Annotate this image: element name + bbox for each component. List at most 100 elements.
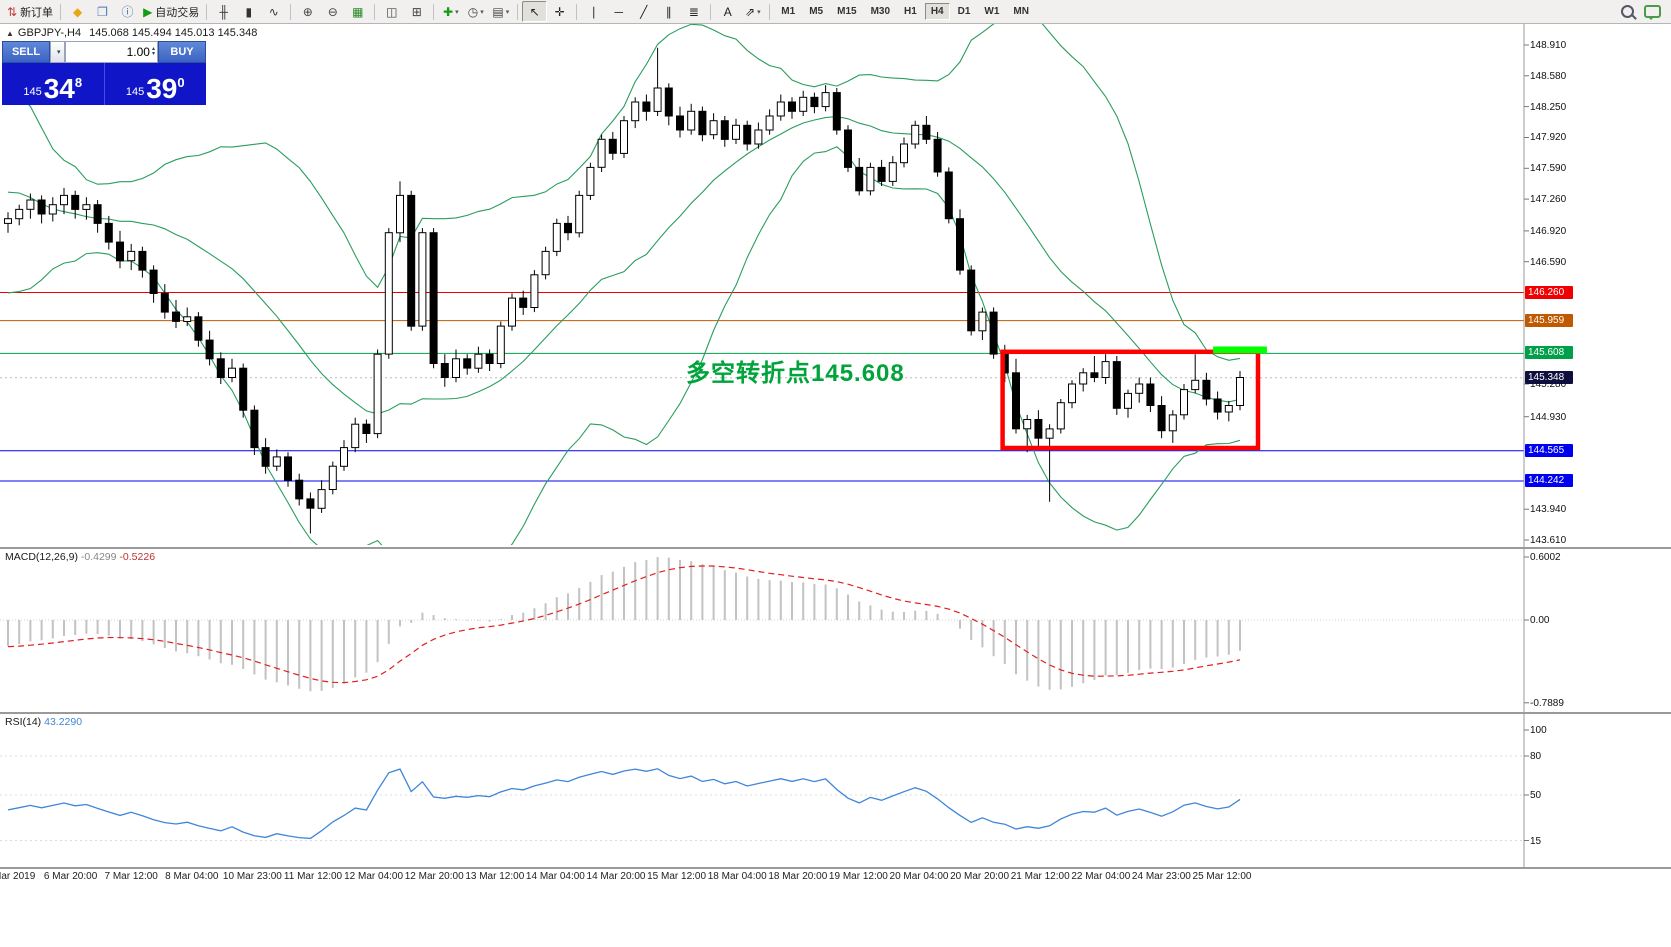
- candlestick-chart-glyph: ▮: [245, 4, 253, 19]
- buy-price-main: 39: [146, 73, 178, 104]
- bar-chart-button[interactable]: ╫: [211, 1, 236, 22]
- toolbar-separator: [374, 3, 376, 20]
- periods-button[interactable]: ◷ ▾: [463, 1, 488, 22]
- sell-price-display[interactable]: 145 34 8: [2, 63, 105, 105]
- price-axis[interactable]: [1524, 23, 1671, 867]
- fibonacci-glyph: ≣: [688, 4, 699, 19]
- sell-button[interactable]: SELL: [2, 41, 50, 63]
- cursor-button[interactable]: ↖: [522, 1, 548, 22]
- timeframe-m30-button[interactable]: M30: [870, 6, 891, 17]
- tile-windows-glyph: ◫: [386, 4, 398, 19]
- mql5-community-icon-glyph: ◆: [72, 4, 83, 19]
- timeframe-h4-button[interactable]: H4: [924, 3, 950, 20]
- equidistant-channel-button[interactable]: ∥: [656, 1, 681, 22]
- vertical-line-button[interactable]: ∣: [581, 1, 606, 22]
- stepper-down-icon[interactable]: ▾: [151, 51, 155, 57]
- mql5-community-icon[interactable]: ◆: [65, 1, 90, 22]
- timeframe-mn-button[interactable]: MN: [1013, 6, 1029, 17]
- zoom-out-button[interactable]: ⊖: [320, 1, 345, 22]
- chevron-down-icon: ▾: [455, 8, 459, 16]
- trendline-glyph: ╱: [640, 4, 648, 19]
- timeframe-m15-button[interactable]: M15: [837, 6, 857, 17]
- zoom-in-glyph: ⊕: [302, 4, 313, 19]
- buy-price-display[interactable]: 145 39 0: [104, 63, 206, 105]
- new-chart-glyph: ⊞: [411, 4, 422, 19]
- tile-windows-button[interactable]: ◫: [379, 1, 404, 22]
- trendline-button[interactable]: ╱: [631, 1, 656, 22]
- data-window-icon[interactable]: ⓘ: [115, 1, 140, 22]
- one-click-options-dropdown[interactable]: ▾: [50, 41, 65, 63]
- chart-annotation-text: 多空转折点145.608: [686, 360, 905, 387]
- zoom-out-glyph: ⊖: [327, 4, 338, 19]
- templates-glyph: ▤: [492, 4, 504, 19]
- timeframe-m1-button[interactable]: M1: [781, 6, 796, 17]
- charts-window-icon-glyph: ❐: [97, 4, 108, 19]
- crosshair-glyph: ✛: [554, 4, 565, 19]
- lot-size-stepper[interactable]: ▴ ▾: [151, 46, 155, 57]
- macd-name: MACD(12,26,9): [5, 551, 78, 563]
- text-label-glyph: A: [723, 4, 732, 19]
- toolbar-separator: [60, 3, 62, 20]
- autotrading-button-label: 自动交易: [155, 6, 200, 19]
- crosshair-button[interactable]: ✛: [547, 1, 572, 22]
- timeframe-w1-button[interactable]: W1: [984, 6, 1000, 17]
- lot-size-field[interactable]: ▴▾: [65, 41, 158, 63]
- chat-icon[interactable]: [1644, 5, 1661, 20]
- buy-price-prefix: 145: [125, 86, 145, 98]
- toolbar-right: [1621, 0, 1661, 23]
- toolbar-separator: [290, 3, 292, 20]
- sell-price-prefix: 145: [23, 86, 42, 98]
- fibonacci-button[interactable]: ≣: [681, 1, 706, 22]
- timeframe-h1-button[interactable]: H1: [904, 6, 917, 17]
- toolbar-separator: [710, 3, 712, 20]
- buy-button[interactable]: BUY: [158, 41, 206, 63]
- timeframe-m5-button[interactable]: M5: [809, 6, 824, 17]
- zoom-in-button[interactable]: ⊕: [295, 1, 320, 22]
- autotrading-button[interactable]: ▶ 自动交易: [140, 1, 202, 22]
- line-chart-button[interactable]: ∿: [261, 1, 286, 22]
- auto-arrange-button[interactable]: ▦: [345, 1, 370, 22]
- indicators-glyph: ✚: [443, 4, 454, 19]
- arrows-glyph: ⇗: [745, 4, 756, 19]
- toolbar-separator: [433, 3, 435, 20]
- indicators-button[interactable]: ✚ ▾: [438, 1, 463, 22]
- new-order-button-label: 新订单: [20, 6, 54, 19]
- chart-title: ▲ GBPJPY-,H4 145.068 145.494 145.013 145.3…: [6, 27, 257, 39]
- chevron-down-icon: ▾: [480, 8, 484, 16]
- toolbar-separator: [517, 3, 519, 20]
- candlestick-chart-button[interactable]: ▮: [236, 1, 261, 22]
- macd-signal-value: -0.5226: [119, 551, 156, 563]
- bar-chart-glyph: ╫: [219, 4, 229, 19]
- toolbar-separator: [206, 3, 208, 20]
- arrows-button[interactable]: ⇗ ▾: [740, 1, 765, 22]
- horizontal-line-button[interactable]: ─: [606, 1, 631, 22]
- cursor-glyph: ↖: [529, 4, 540, 19]
- collapse-triangle-icon[interactable]: ▲: [6, 29, 14, 38]
- toolbar: ⇅ 新订单 ◆ ❐ ⓘ ▶ 自动交易 ╫ ▮ ∿ ⊕ ⊖ ▦ ◫ ⊞ ✚ ▾ ◷ ▾ ▤ ▾ ↖ ✛ ∣ ─ ╱ ∥ ≣ A ⇗ ▾ M1 M5…: [0, 0, 1671, 24]
- chevron-down-icon: ▾: [505, 8, 510, 16]
- lot-size-input[interactable]: [99, 45, 150, 59]
- buy-price-pip: 0: [177, 75, 185, 90]
- templates-button[interactable]: ▤ ▾: [488, 1, 513, 22]
- search-icon[interactable]: [1621, 5, 1634, 18]
- new-order-glyph: ⇅: [7, 4, 18, 19]
- macd-indicator-label: MACD(12,26,9) -0.4299 -0.5226: [5, 551, 155, 563]
- new-chart-button[interactable]: ⊞: [404, 1, 429, 22]
- timeframe-d1-button[interactable]: D1: [957, 6, 971, 17]
- new-order-button[interactable]: ⇅ 新订单: [4, 1, 56, 22]
- auto-arrange-glyph: ▦: [352, 4, 364, 19]
- toolbar-separator: [769, 3, 771, 20]
- periods-glyph: ◷: [467, 4, 479, 19]
- macd-main-value: -0.4299: [80, 551, 117, 563]
- time-axis[interactable]: [0, 869, 1524, 889]
- rsi-value: 43.2290: [44, 716, 83, 728]
- autotrading-glyph: ▶: [143, 4, 153, 19]
- equidistant-channel-glyph: ∥: [665, 4, 672, 19]
- charts-window-icon[interactable]: ❐: [90, 1, 115, 22]
- chevron-down-icon: ▾: [757, 8, 761, 16]
- text-label-button[interactable]: A: [715, 1, 740, 22]
- chart-area[interactable]: [0, 23, 1524, 545]
- stepper-up-icon[interactable]: ▴: [151, 46, 155, 52]
